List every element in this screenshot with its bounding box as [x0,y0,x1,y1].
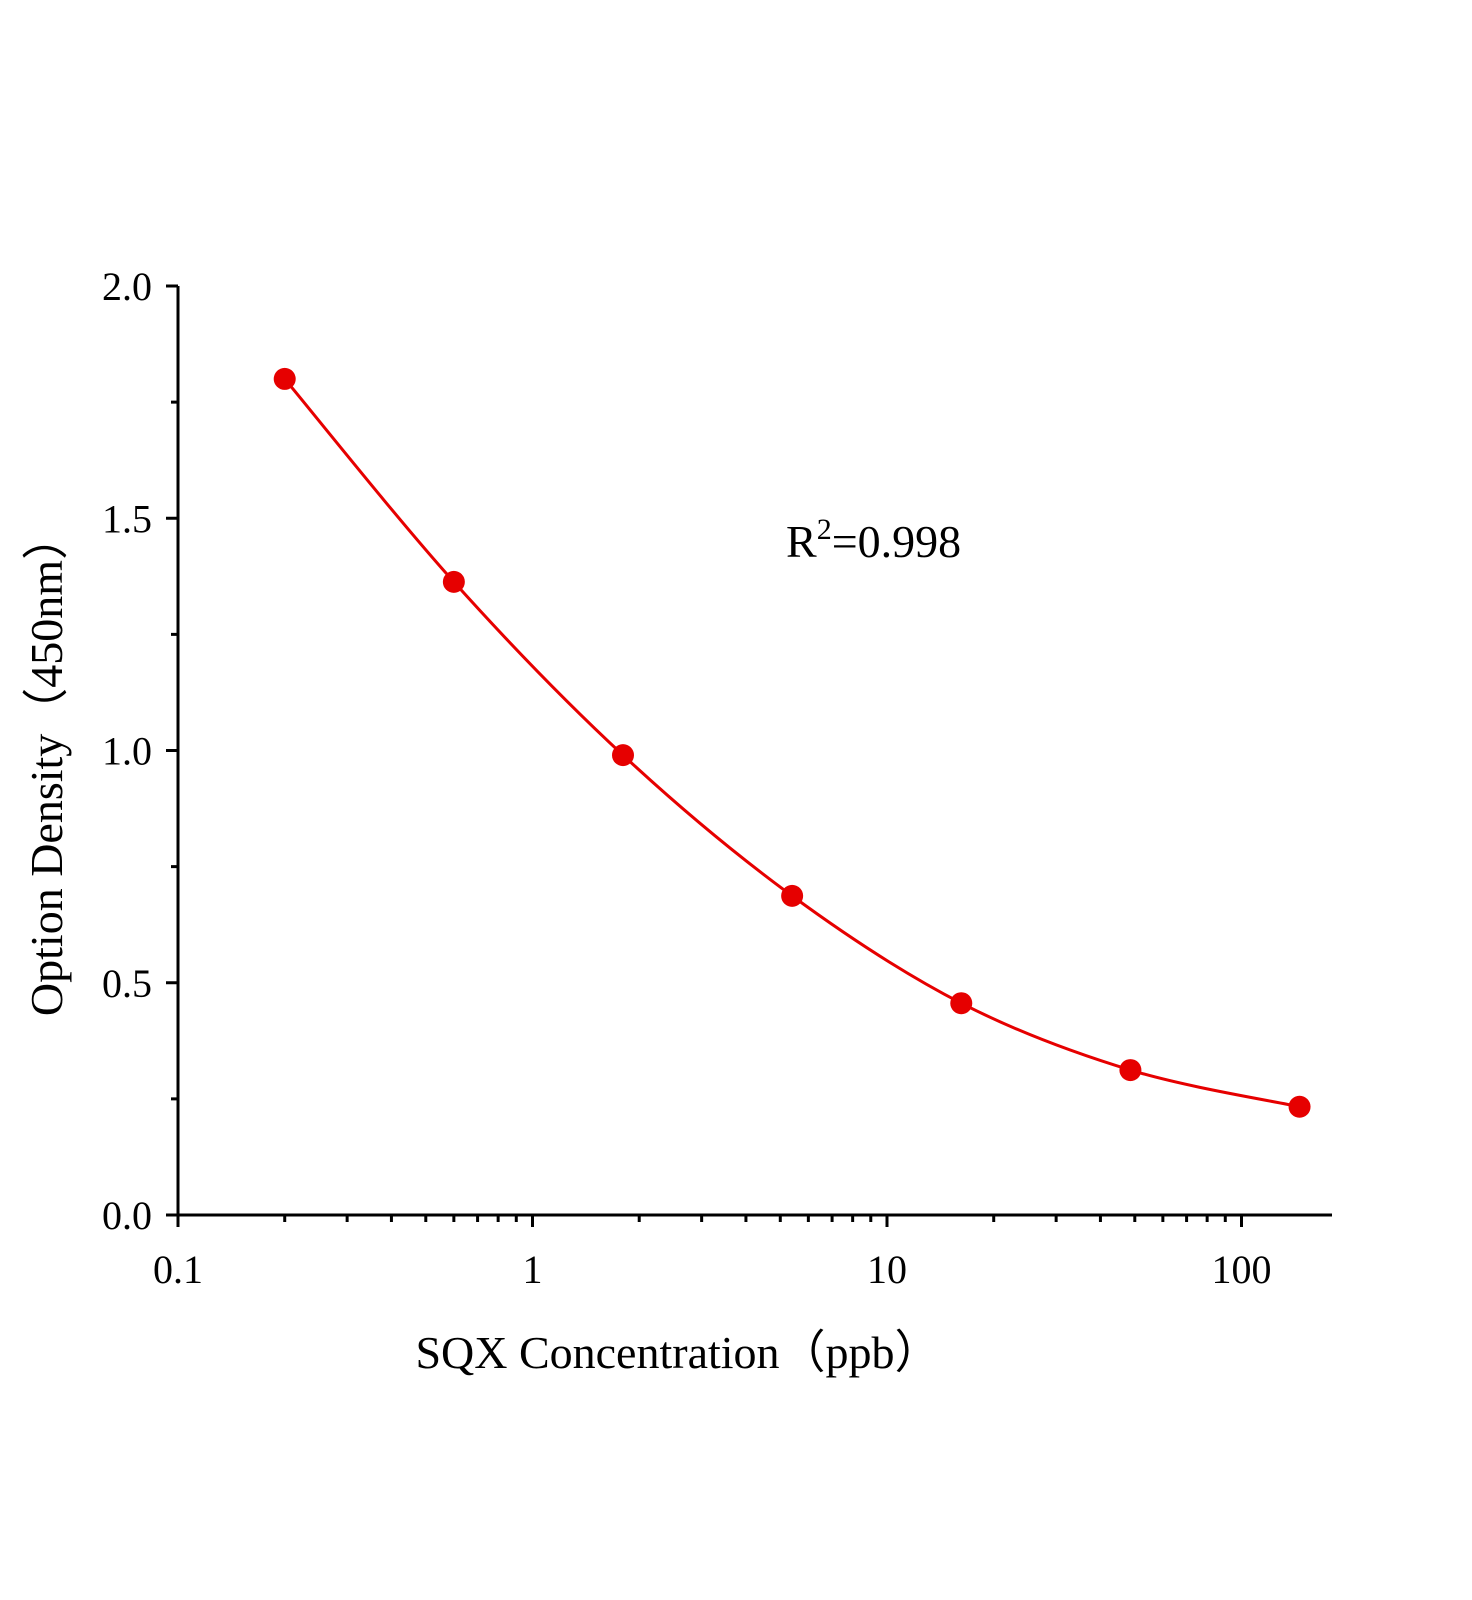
y-axis-label: Option Density（450nm） [21,514,72,1016]
annotation-base: R [786,516,817,567]
data-point [611,744,634,767]
y-tick-label: 0.0 [102,1193,152,1238]
y-tick-label: 1.0 [102,729,152,774]
annotation-text: =0.998 [832,516,961,567]
y-tick-label: 1.5 [102,496,152,541]
data-point [442,570,465,593]
annotation: R2=0.998 [786,513,961,567]
data-point [273,367,296,390]
y-tick-label: 2.0 [102,264,152,309]
data-point [950,992,973,1015]
data-point [1288,1095,1311,1118]
x-tick-label: 100 [1212,1247,1272,1292]
x-tick-label: 10 [867,1247,907,1292]
data-point [781,884,804,907]
x-tick-label: 0.1 [153,1247,203,1292]
data-point [1119,1059,1142,1082]
y-tick-label: 0.5 [102,961,152,1006]
fit-curve [283,377,1300,1109]
annotation-superscript: 2 [817,513,832,546]
x-tick-label: 1 [523,1247,543,1292]
x-axis-label: SQX Concentration（ppb） [415,1327,940,1378]
